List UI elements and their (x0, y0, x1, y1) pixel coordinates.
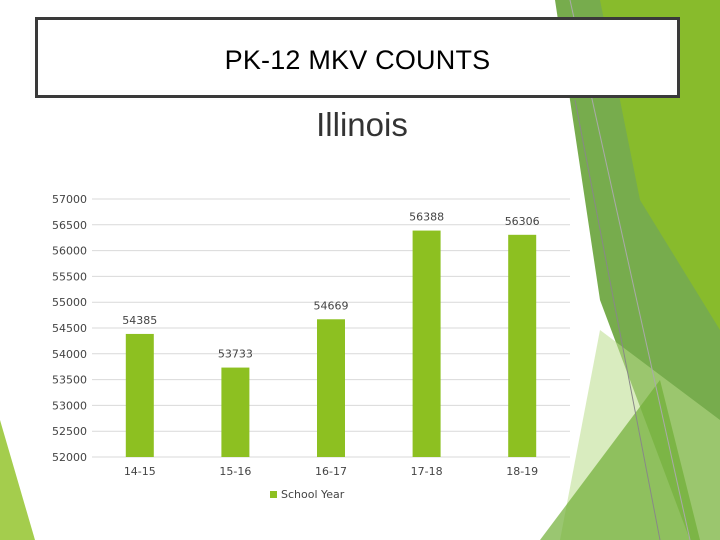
x-tick-label: 15-16 (219, 465, 251, 478)
y-tick-label: 52500 (52, 425, 87, 438)
data-label: 56388 (409, 211, 444, 224)
slide-title: PK-12 MKV COUNTS (224, 45, 491, 75)
x-tick-label: 14-15 (124, 465, 156, 478)
bar (508, 234, 537, 457)
data-label: 54669 (314, 299, 349, 312)
legend-swatch (270, 491, 277, 498)
x-tick-label: 17-18 (411, 465, 443, 478)
y-tick-label: 53000 (52, 399, 87, 412)
bar (317, 319, 345, 457)
decor-green-left (0, 420, 35, 540)
decor-green-bottom (540, 380, 700, 540)
x-tick-label: 18-19 (506, 465, 538, 478)
decor-thin-line (574, 99, 661, 540)
data-label: 56306 (505, 215, 540, 228)
bar (125, 333, 154, 457)
data-label: 53733 (218, 348, 253, 361)
x-tick-label: 16-17 (315, 465, 347, 478)
chart-legend: School Year (270, 488, 344, 501)
y-tick-label: 56000 (52, 245, 87, 258)
y-tick-label: 55000 (52, 296, 87, 309)
y-tick-label: 53500 (52, 374, 87, 387)
y-tick-label: 57000 (52, 193, 87, 206)
chart-title: Illinois (316, 106, 408, 143)
bar (221, 367, 250, 457)
y-tick-label: 54500 (52, 322, 87, 335)
y-tick-label: 54000 (52, 348, 87, 361)
data-label: 54385 (122, 314, 157, 327)
slide-title-box: PK-12 MKV COUNTS (35, 17, 680, 98)
legend-label: School Year (281, 488, 345, 501)
y-tick-label: 52000 (52, 451, 87, 464)
bar (412, 230, 441, 457)
y-tick-label: 56500 (52, 219, 87, 232)
y-tick-label: 55500 (52, 270, 87, 283)
